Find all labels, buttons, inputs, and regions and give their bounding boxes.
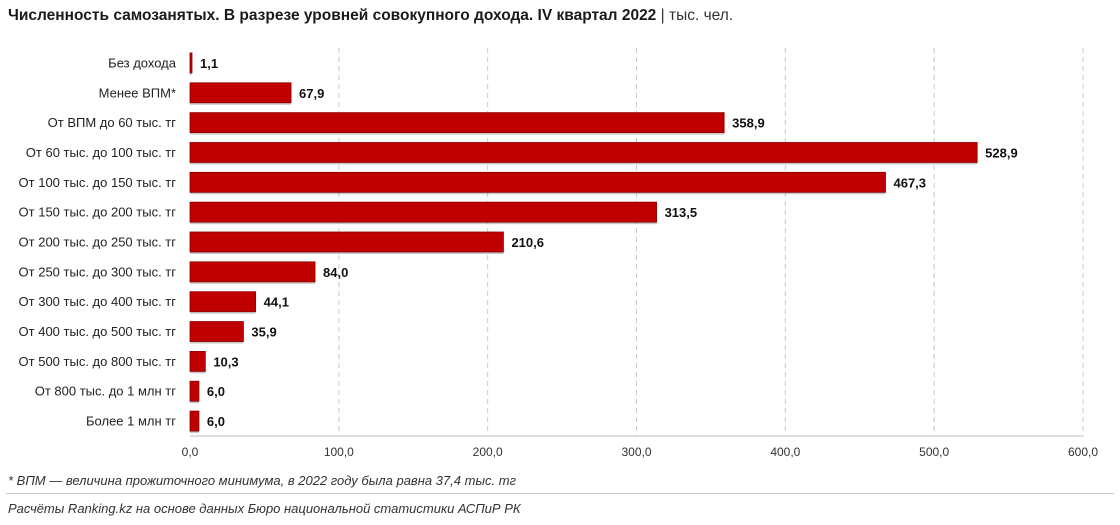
category-label: Без дохода — [108, 55, 177, 70]
x-tick-label: 600,0 — [1068, 445, 1098, 459]
bar — [189, 201, 657, 223]
chart-unit: тыс. чел. — [668, 7, 734, 24]
x-tick-label: 0,0 — [182, 445, 199, 459]
category-label: Более 1 млн тг — [86, 414, 176, 429]
category-label: От 800 тыс. до 1 млн тг — [35, 384, 177, 399]
chart-title-text: Численность самозанятых. В разрезе уровн… — [8, 7, 657, 24]
bar — [189, 231, 504, 253]
footnote: * ВПМ — величина прожиточного минимума, … — [8, 473, 516, 488]
category-label: От 200 тыс. до 250 тыс. тг — [19, 235, 177, 250]
source-note: Расчёты Ranking.kz на основе данных Бюро… — [8, 501, 521, 516]
bar — [189, 112, 725, 134]
category-label: От 500 тыс. до 800 тыс. тг — [19, 354, 177, 369]
bar — [189, 171, 886, 193]
category-label: От ВПМ до 60 тыс. тг — [48, 115, 177, 130]
bar — [189, 261, 316, 283]
value-label: 210,6 — [511, 235, 544, 250]
x-tick-label: 200,0 — [473, 445, 503, 459]
x-tick-label: 100,0 — [324, 445, 354, 459]
value-label: 84,0 — [323, 265, 348, 280]
value-label: 313,5 — [665, 205, 698, 220]
category-label: От 400 тыс. до 500 тыс. тг — [19, 324, 177, 339]
value-label: 358,9 — [732, 116, 765, 131]
bar — [189, 52, 193, 74]
value-label: 44,1 — [264, 295, 289, 310]
title-separator: | — [660, 7, 665, 24]
x-tick-label: 400,0 — [770, 445, 800, 459]
value-label: 467,3 — [893, 175, 926, 190]
value-label: 10,3 — [213, 354, 238, 369]
x-tick-label: 500,0 — [919, 445, 949, 459]
bar — [189, 350, 206, 372]
bar — [189, 142, 978, 163]
category-label: От 150 тыс. до 200 тыс. тг — [19, 205, 177, 220]
value-label: 67,9 — [299, 86, 324, 101]
bar — [189, 321, 244, 342]
bar — [189, 380, 200, 402]
bar — [189, 410, 200, 432]
category-label: Менее ВПМ* — [99, 85, 176, 100]
category-label: От 250 тыс. до 300 тыс. тг — [19, 264, 177, 279]
category-label: От 300 тыс. до 400 тыс. тг — [19, 294, 177, 309]
category-label: От 60 тыс. до 100 тыс. тг — [26, 145, 176, 160]
value-label: 6,0 — [207, 384, 225, 399]
bar-chart: Без дохода 1,1 Менее ВПМ* 67,9 От ВПМ до 60 … — [19, 48, 1098, 459]
value-label: 528,9 — [985, 145, 1018, 160]
x-tick-label: 300,0 — [621, 445, 651, 459]
bar — [189, 82, 292, 104]
chart-title: Численность самозанятых. В разрезе уровн… — [8, 7, 733, 25]
value-label: 6,0 — [207, 414, 225, 429]
value-label: 1,1 — [200, 56, 218, 71]
bar — [189, 291, 257, 313]
divider — [6, 493, 1114, 494]
category-label: От 100 тыс. до 150 тыс. тг — [19, 175, 177, 190]
value-label: 35,9 — [251, 325, 276, 340]
